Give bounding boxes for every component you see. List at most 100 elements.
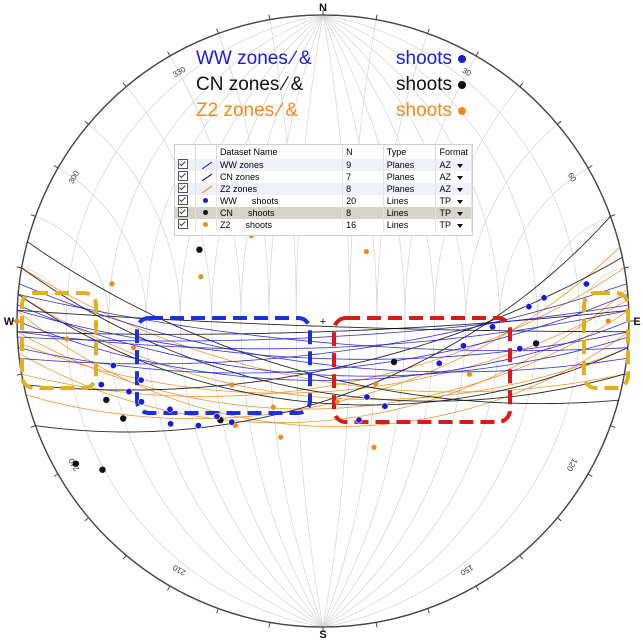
azimuth-tick (16, 373, 22, 376)
table-row[interactable]: CN shoots 8 Lines TP (175, 207, 472, 219)
checkbox-checked-icon[interactable] (178, 207, 188, 217)
dataset-type: Lines (383, 195, 437, 207)
cn-shoot-point (72, 460, 80, 467)
dataset-checkbox[interactable] (175, 159, 196, 171)
ww-shoot-point (228, 418, 236, 426)
table-row[interactable]: Z2 shoots 16 Lines TP (175, 219, 472, 231)
plane-symbol-icon (199, 172, 213, 182)
dataset-symbol (195, 159, 217, 171)
dataset-format[interactable]: TP (435, 207, 472, 219)
cn-shoot-point (390, 358, 398, 366)
z2-plane (21, 267, 625, 393)
plane-symbol-icon (199, 160, 213, 170)
ww-shoot-point (213, 412, 221, 420)
z2-shoot-point (229, 382, 235, 388)
header-dataset-name[interactable]: Dataset Name (216, 145, 344, 159)
ww-shoot-point (582, 280, 590, 288)
dataset-n: 8 (342, 207, 384, 219)
table-row[interactable]: CN zones 7 Planes AZ (175, 171, 472, 183)
dataset-symbol (195, 219, 217, 231)
dataset-checkbox[interactable] (175, 195, 196, 207)
azimuth-tick (167, 585, 171, 591)
plane-symbol-icon: ⁄ (278, 100, 282, 121)
dataset-format[interactable]: TP (435, 195, 472, 207)
checkbox-checked-icon[interactable] (178, 183, 188, 193)
checkbox-checked-icon[interactable] (178, 159, 188, 169)
header-n[interactable]: N (342, 145, 384, 159)
azimuth-tick (30, 214, 36, 217)
compass-west: W (4, 316, 15, 328)
ww-plane (17, 309, 629, 350)
dataset-table-header: Dataset Name N Type Format (175, 145, 472, 159)
header-format[interactable]: Format (435, 145, 472, 159)
east-shoot-box (582, 291, 630, 390)
dataset-checkbox[interactable] (175, 207, 196, 219)
table-row[interactable]: WW shoots 20 Lines TP (175, 195, 472, 207)
azimuth-tick (216, 608, 219, 614)
ww-plane (17, 304, 629, 377)
dataset-format[interactable]: AZ (435, 171, 472, 183)
table-row[interactable]: WW zones 9 Planes AZ (175, 159, 472, 171)
checkbox-checked-icon[interactable] (178, 171, 188, 181)
dataset-checkbox[interactable] (175, 171, 196, 183)
stereonet-grid (21, 14, 625, 628)
checkbox-checked-icon[interactable] (178, 195, 188, 205)
cn-shoot-box (332, 316, 512, 424)
dataset-type: Planes (383, 159, 437, 171)
dropdown-arrow-icon[interactable] (457, 212, 463, 216)
dataset-name: WW shoots (216, 195, 344, 207)
azimuth-tick (16, 266, 22, 269)
azimuth-tick (610, 214, 616, 217)
legend-ww-shoots: shoots (396, 48, 452, 69)
azimuth-tick (587, 473, 593, 477)
cn-plane (35, 215, 611, 433)
z2-shoot-point (466, 371, 473, 377)
azimuth-tick (587, 165, 593, 169)
dataset-format[interactable]: TP (435, 219, 472, 231)
cn-shoot-point (99, 466, 106, 473)
dataset-checkbox[interactable] (175, 183, 196, 195)
dropdown-arrow-icon[interactable] (457, 224, 463, 228)
azimuth-tick (167, 51, 171, 57)
dataset-format-value: TP (439, 220, 451, 230)
z2-shoot-point (198, 274, 204, 280)
checkbox-checked-icon[interactable] (178, 219, 188, 229)
cn-shoot-point (103, 396, 110, 404)
dataset-type: Planes (383, 183, 437, 195)
dataset-symbol (195, 183, 217, 195)
dataset-n: 9 (342, 159, 384, 171)
azimuth-tick (84, 517, 89, 522)
legend-z2-shoots: shoots (396, 100, 452, 121)
point-symbol-icon (199, 196, 213, 206)
dropdown-arrow-icon[interactable] (457, 176, 463, 180)
azimuth-tick (122, 555, 127, 560)
table-row[interactable]: Z2 zones 8 Planes AZ (175, 183, 472, 195)
header-type[interactable]: Type (383, 145, 437, 159)
z2-shoot-point (270, 404, 276, 410)
ww-shoot-point (97, 381, 105, 389)
azimuth-tick (475, 51, 479, 57)
dataset-format[interactable]: AZ (435, 183, 472, 195)
dropdown-arrow-icon[interactable] (457, 200, 463, 204)
point-symbol-icon (458, 106, 466, 115)
ww-shoot-box (135, 316, 312, 415)
dataset-format[interactable]: AZ (435, 159, 472, 171)
dataset-checkbox[interactable] (175, 219, 196, 231)
dataset-format-value: TP (439, 196, 451, 206)
azimuth-tick (557, 120, 562, 125)
z2-shoot-point (334, 399, 340, 405)
legend-row-cn: CN zones ⁄ & shoots (196, 74, 466, 100)
cn-plane (21, 267, 625, 402)
cn-shoot-point (196, 246, 203, 253)
dataset-name: CN shoots (216, 207, 344, 219)
dropdown-arrow-icon[interactable] (457, 188, 463, 192)
legend-cn-amp: & (290, 74, 304, 95)
dataset-name: Z2 shoots (216, 219, 344, 231)
z2-shoot-point (373, 381, 379, 387)
compass-south: S (319, 629, 326, 641)
header-symbol-col (195, 145, 217, 159)
dropdown-arrow-icon[interactable] (457, 164, 463, 168)
ww-shoot-point (137, 376, 145, 384)
